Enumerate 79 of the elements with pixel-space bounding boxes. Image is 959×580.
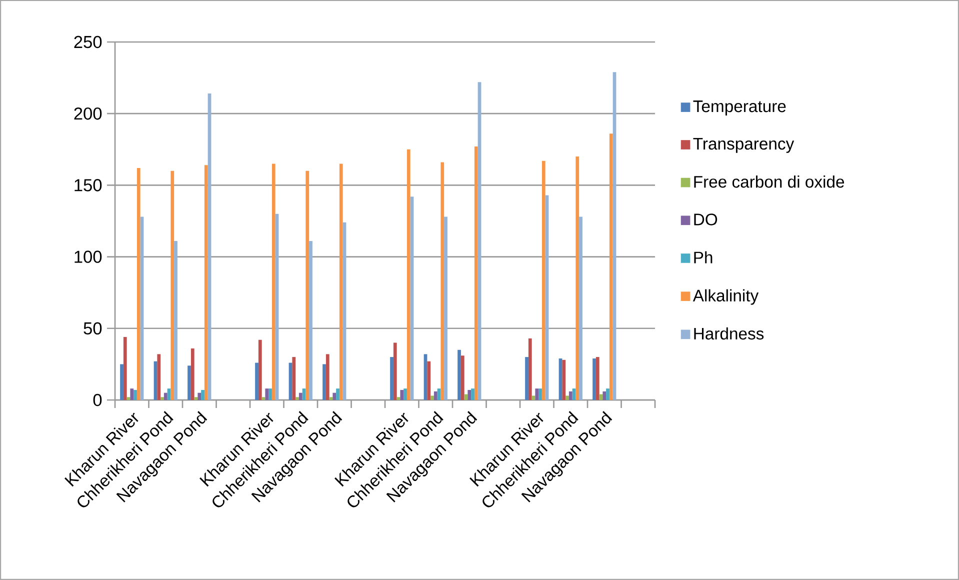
legend-label: Hardness [694,327,764,340]
bar [606,388,610,400]
bar [440,162,444,400]
bar [396,397,400,400]
bar [174,241,178,400]
legend-label: Ph [694,251,712,264]
bar [268,388,272,400]
bar [430,396,434,400]
bar [296,397,299,400]
bar [309,241,312,400]
bar [126,397,130,400]
bar [130,388,134,400]
y-tick-label: 250 [74,36,102,48]
bar [566,396,569,400]
bar [136,168,140,400]
bar [471,388,474,400]
bar [568,391,572,400]
legend-label: DO [694,214,718,226]
bar [427,361,431,400]
y-tick-label: 50 [84,322,102,335]
bar [265,388,269,400]
bar [292,357,296,400]
bar [444,216,448,400]
bar [262,397,266,400]
bar [170,170,174,400]
bar [576,156,580,400]
bar [157,354,161,400]
bar [592,358,596,400]
legend-label: Transparency [693,138,794,153]
bar [596,357,600,400]
bar [201,390,204,400]
bar [532,396,536,400]
bar [535,388,539,400]
legend-label: Alkalinity [692,289,759,305]
bar [400,390,404,400]
bar [258,340,262,400]
bar [160,397,164,400]
bar [198,392,202,400]
bar [468,390,472,400]
bar [339,164,343,400]
bar [322,364,326,400]
bar [255,362,258,400]
bar [194,397,198,400]
bar [609,134,613,400]
bar [528,338,532,400]
legend-label: Temperature [693,100,786,116]
y-tick-label: 0 [93,394,102,406]
bar [164,392,168,400]
bar [390,357,394,400]
y-tick-label: 100 [74,250,102,263]
bar [134,390,137,400]
bar [332,392,336,400]
bar [336,388,340,400]
bar [434,391,438,400]
bar [326,354,330,400]
bar [272,164,276,400]
bar [306,170,310,400]
bar [298,392,302,400]
bar [123,336,127,400]
bar [204,165,208,400]
y-tick-label: 200 [74,107,102,120]
bar [538,388,542,400]
y-tick-label: 150 [74,179,102,192]
bar [474,146,478,400]
bar [404,388,407,400]
bar [190,348,194,400]
bar [329,397,333,400]
legend-label: Free carbon di oxide [694,175,844,188]
bar [562,360,566,400]
bar [188,366,191,400]
bar [120,364,124,400]
bar [525,357,528,400]
bar [406,149,410,400]
bar [579,216,582,400]
bar [458,350,461,400]
bar [460,356,464,400]
bar [542,160,546,400]
bar [602,391,606,400]
bar [393,342,397,400]
